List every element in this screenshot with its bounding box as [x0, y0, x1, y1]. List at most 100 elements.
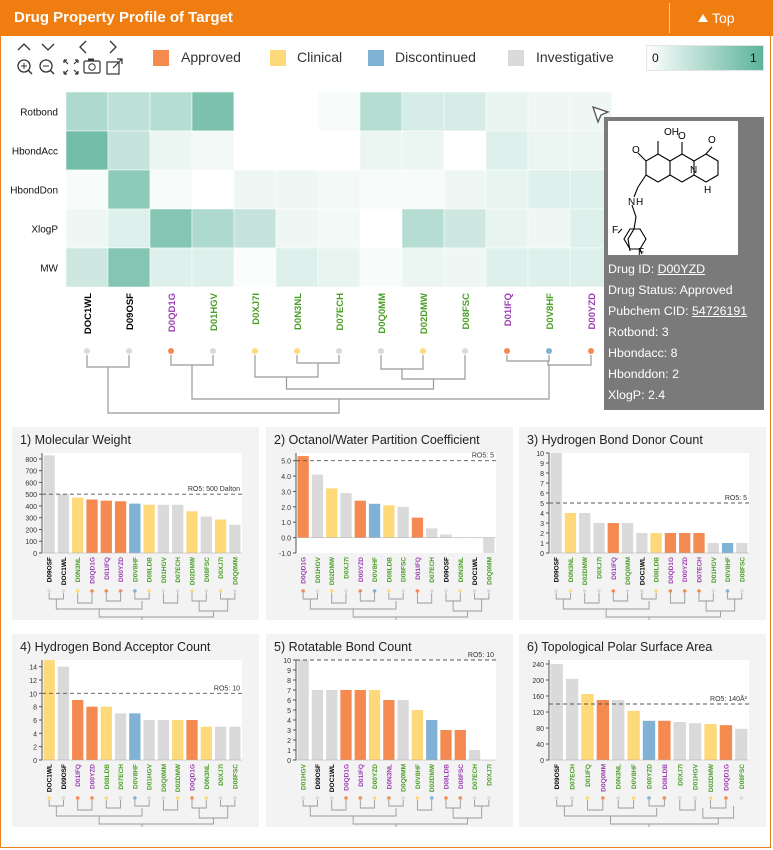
bar	[297, 456, 309, 538]
bar	[340, 690, 352, 760]
y-tick-label: 300	[25, 516, 37, 523]
x-tick-label: D08LDB	[654, 557, 661, 583]
heatmap-status-dot	[588, 348, 594, 354]
heatmap-cell	[443, 208, 487, 249]
x-tick-label: D0Q0MM	[600, 764, 607, 792]
tooltip-drug-id: Drug ID: D00YZD	[608, 262, 705, 276]
heatmap-cell	[275, 91, 319, 132]
y-tick-label: 5	[540, 501, 544, 508]
camera-icon[interactable]	[83, 58, 101, 74]
y-tick-label: 2.0	[281, 505, 291, 512]
y-tick-label: 3.0	[281, 489, 291, 496]
molecule-structure-drawing: OH O O O N H N H F F	[612, 127, 719, 258]
top-button[interactable]: Top	[698, 10, 735, 26]
x-tick-label: D01IFQ	[358, 764, 365, 787]
x-tick-label: D0V8HF	[415, 764, 422, 789]
chart-panel-partition-coefficient: 2) Octanol/Water Partition Coefficient -1…	[266, 427, 513, 620]
status-dot	[61, 589, 66, 593]
x-tick-label: DOC1WL	[61, 557, 68, 585]
dendrogram-link	[610, 816, 719, 825]
tooltip-drug-id-link[interactable]: D00YZD	[657, 262, 706, 276]
status-dot	[415, 589, 420, 593]
y-tick-label: 8	[287, 678, 291, 685]
x-tick-label: D0XJ7I	[218, 557, 225, 579]
x-tick-label: DOC1WL	[47, 764, 54, 792]
y-tick-label: 10	[536, 451, 544, 458]
x-tick-label: D0V8HF	[132, 764, 139, 789]
x-tick-label: D0QD1G	[301, 557, 308, 584]
status-dot	[554, 796, 559, 800]
status-dot	[301, 589, 305, 593]
scroll-right-icon[interactable]	[109, 40, 117, 54]
dendrogram-link	[710, 800, 727, 809]
x-tick-label: D0XJ7I	[486, 764, 493, 786]
dendrogram-link	[727, 593, 743, 600]
heatmap-drug-label: D0V8HF	[545, 293, 556, 330]
status-dot	[133, 796, 137, 800]
bar	[57, 494, 70, 553]
scroll-down-icon[interactable]	[41, 43, 55, 51]
y-tick-label: 5	[287, 708, 291, 715]
chart-panel-hbond-donor: 3) Hydrogen Bond Donor Count 0 1 2 3 4 5 6 7 8 9 10…	[519, 427, 766, 620]
dendrogram-link	[98, 609, 214, 618]
x-tick-label: D0N3NL	[75, 557, 82, 582]
color-scale-bar	[646, 45, 764, 71]
export-icon[interactable]	[106, 58, 123, 75]
y-tick-label: 2	[33, 745, 37, 752]
status-dot	[301, 796, 305, 800]
heatmap-dendrogram	[86, 355, 592, 414]
dendrogram-link	[388, 800, 404, 807]
scroll-up-icon[interactable]	[17, 43, 31, 51]
dendrogram-link	[359, 593, 376, 602]
status-dot	[429, 796, 434, 800]
x-tick-label: D08LDB	[444, 764, 451, 790]
fit-screen-icon[interactable]	[63, 59, 79, 75]
scroll-left-icon[interactable]	[79, 40, 87, 54]
x-tick-label: D0XJ7I	[344, 557, 351, 579]
heatmap-cell	[107, 208, 151, 249]
heatmap-status-dot	[462, 348, 468, 354]
y-tick-label: 9	[287, 668, 291, 675]
mouse-cursor-icon	[591, 105, 610, 124]
x-tick-label: D07ECH	[118, 764, 125, 790]
x-tick-label: D02DMW	[175, 763, 182, 792]
bar	[454, 730, 466, 760]
x-tick-label: D0V8HF	[725, 557, 732, 582]
heatmap-drug-label: D09OSF	[125, 293, 136, 330]
heatmap-cell	[359, 169, 403, 210]
y-tick-label: 6	[33, 718, 37, 725]
status-dot	[161, 796, 166, 800]
atom-o1: O	[678, 131, 686, 142]
legend-label-discontinued: Discontinued	[395, 49, 476, 65]
x-tick-label: D00YZD	[90, 764, 97, 789]
heatmap-cell	[317, 169, 361, 210]
heatmap-cell	[107, 169, 151, 210]
heatmap-cell	[527, 91, 571, 132]
heatmap-cell	[233, 91, 277, 132]
dendrogram	[302, 800, 490, 827]
dendrogram-link	[170, 355, 214, 366]
heatmap-cell	[191, 208, 235, 249]
status-dot	[444, 589, 448, 593]
x-tick-label: D08FSC	[458, 764, 465, 789]
heatmap-drug-label: D01IFQ	[503, 293, 514, 326]
heatmap-cell	[443, 247, 487, 288]
x-tick-label: D0N3NL	[616, 764, 623, 789]
y-tick-label: 160	[532, 694, 544, 701]
tooltip-pubchem-link[interactable]: 54726191	[692, 304, 748, 318]
bar	[564, 513, 577, 553]
heatmap-cell	[317, 91, 361, 132]
bar	[100, 500, 112, 553]
x-tick-label: D09OSF	[554, 764, 561, 789]
status-dot	[387, 796, 391, 800]
heatmap-status-dot	[84, 348, 90, 354]
y-tick-label: 0	[287, 758, 291, 765]
status-dot	[711, 589, 716, 593]
zoom-out-icon[interactable]	[39, 59, 55, 75]
atom-f2: F	[638, 247, 644, 255]
y-tick-label: 0	[540, 551, 544, 558]
heatmap-status-dot	[546, 348, 552, 354]
zoom-in-icon[interactable]	[17, 59, 33, 75]
y-tick-label: 1	[287, 748, 291, 755]
bar	[483, 537, 495, 553]
